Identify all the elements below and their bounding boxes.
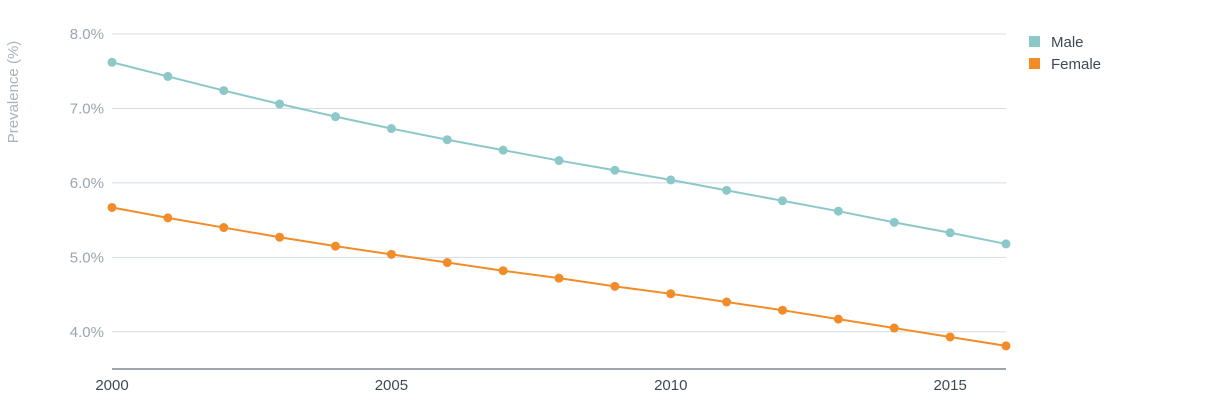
- data-point-male[interactable]: [163, 71, 173, 81]
- data-point-female[interactable]: [1001, 341, 1011, 351]
- data-point-female[interactable]: [219, 223, 229, 233]
- x-tick-label: 2005: [375, 377, 408, 394]
- legend-label-female[interactable]: Female: [1051, 56, 1101, 73]
- data-point-male[interactable]: [386, 124, 396, 134]
- axes: 4.0% 5.0% 6.0% 7.0% 8.0% 2000 2005 2010 2015: [70, 26, 1006, 394]
- data-point-male[interactable]: [722, 185, 732, 195]
- data-point-male[interactable]: [442, 135, 452, 145]
- data-point-female[interactable]: [163, 213, 173, 223]
- series-line-male: [111, 61, 1007, 245]
- data-point-female[interactable]: [666, 289, 676, 299]
- y-tick-label: 6.0%: [70, 175, 104, 192]
- data-point-male[interactable]: [889, 217, 899, 227]
- data-point-male[interactable]: [945, 228, 955, 238]
- data-point-female[interactable]: [442, 258, 452, 268]
- data-point-male[interactable]: [331, 112, 340, 122]
- x-tick-label: 2000: [95, 377, 128, 394]
- data-point-male[interactable]: [778, 196, 787, 206]
- data-point-male[interactable]: [498, 145, 508, 155]
- x-tick-label: 2015: [933, 377, 966, 394]
- legend-swatch-male: [1029, 36, 1040, 47]
- y-tick-label: 4.0%: [70, 324, 104, 341]
- legend-swatch-female: [1029, 58, 1040, 69]
- data-point-female[interactable]: [945, 332, 955, 342]
- data-point-male[interactable]: [666, 175, 676, 185]
- y-tick-label: 7.0%: [70, 100, 104, 117]
- data-point-female[interactable]: [889, 323, 899, 333]
- legend: Male Female: [1029, 34, 1101, 73]
- data-point-female[interactable]: [554, 273, 564, 283]
- data-point-female[interactable]: [722, 297, 732, 307]
- data-point-female[interactable]: [275, 232, 285, 242]
- legend-label-male[interactable]: Male: [1051, 34, 1084, 51]
- data-point-female[interactable]: [833, 314, 843, 324]
- data-point-male[interactable]: [275, 99, 285, 109]
- data-point-male[interactable]: [610, 165, 620, 175]
- data-point-female[interactable]: [107, 202, 117, 212]
- data-point-female[interactable]: [610, 281, 620, 291]
- data-point-male[interactable]: [219, 86, 229, 96]
- y-tick-label: 8.0%: [70, 26, 104, 43]
- data-point-female[interactable]: [386, 249, 396, 259]
- data-point-male[interactable]: [107, 57, 117, 67]
- data-point-female[interactable]: [778, 305, 787, 315]
- data-point-male[interactable]: [554, 156, 564, 166]
- data-point-female[interactable]: [331, 241, 340, 251]
- data-point-male[interactable]: [833, 206, 843, 216]
- x-tick-label: 2010: [654, 377, 687, 394]
- y-axis-label: Prevalence (%): [5, 41, 22, 144]
- gridlines: [112, 33, 1006, 333]
- y-tick-label: 5.0%: [70, 249, 104, 266]
- data-point-female[interactable]: [498, 266, 508, 276]
- series: [107, 57, 1011, 351]
- data-point-male[interactable]: [1001, 239, 1011, 249]
